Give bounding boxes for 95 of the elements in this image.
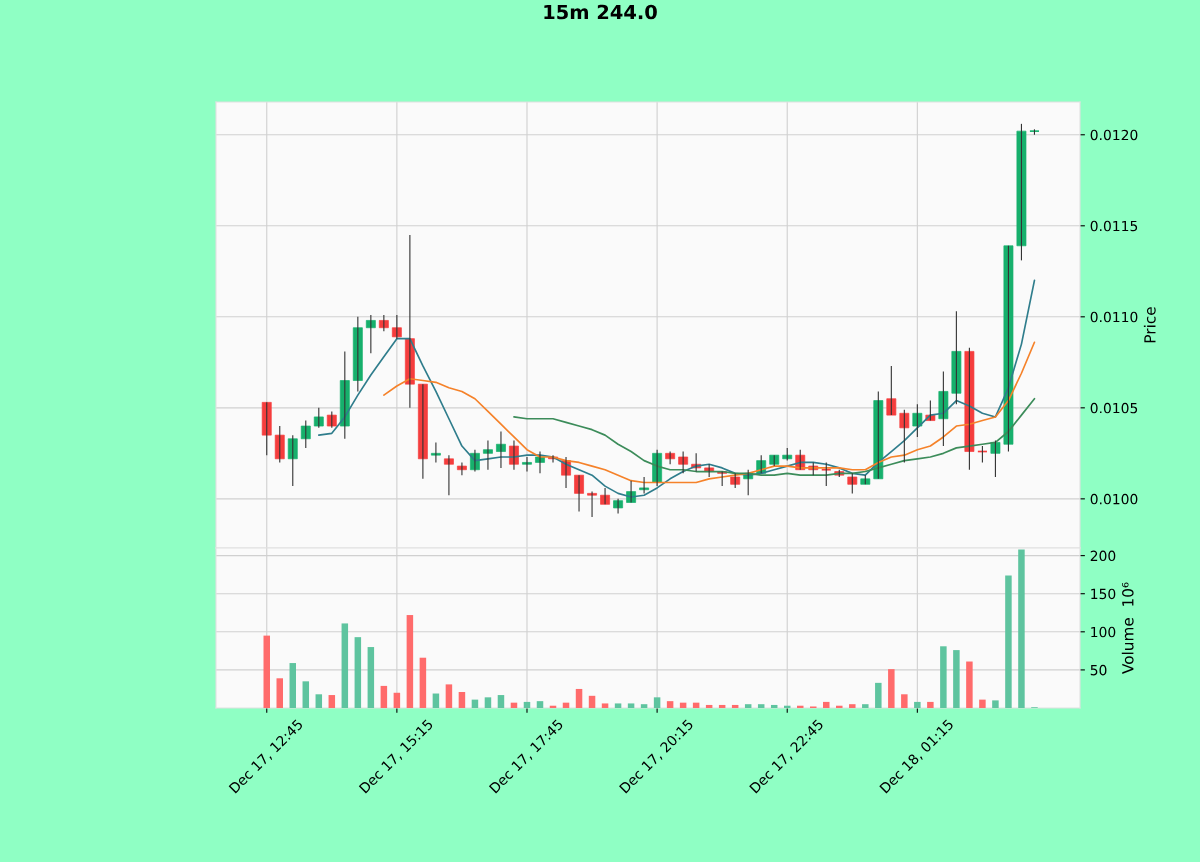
candlestick bbox=[352, 316, 363, 392]
candlestick bbox=[587, 491, 597, 518]
bar bbox=[888, 669, 895, 708]
y-tick-label: 0.0105 bbox=[1090, 402, 1138, 414]
candlestick bbox=[483, 440, 493, 471]
bar bbox=[705, 704, 713, 708]
bar bbox=[536, 701, 544, 708]
bar bbox=[1005, 575, 1012, 708]
bar bbox=[497, 695, 505, 708]
y-tick-label: 0.0100 bbox=[1090, 493, 1138, 505]
bar bbox=[315, 694, 323, 708]
bar bbox=[328, 695, 336, 708]
y-tick-label: 50 bbox=[1090, 664, 1107, 676]
candlestick bbox=[730, 472, 741, 489]
bar bbox=[836, 705, 843, 708]
bar bbox=[653, 697, 661, 708]
bar bbox=[406, 615, 414, 708]
bar bbox=[849, 704, 856, 708]
candlestick bbox=[261, 401, 272, 456]
bar bbox=[940, 646, 947, 708]
candlestick bbox=[912, 403, 923, 438]
bar bbox=[588, 695, 596, 708]
bar bbox=[823, 701, 830, 708]
y-tick-label: 0.0115 bbox=[1090, 220, 1138, 232]
candlestick bbox=[769, 454, 780, 467]
bar bbox=[953, 650, 960, 708]
bar bbox=[966, 661, 973, 708]
bar bbox=[731, 704, 739, 708]
bar bbox=[263, 635, 270, 708]
candlestick bbox=[990, 440, 1001, 478]
bar bbox=[458, 692, 466, 708]
y-axis-title: Volume 10⁶ bbox=[1121, 582, 1134, 674]
candlestick bbox=[444, 454, 454, 496]
candlestick bbox=[326, 410, 337, 429]
bar bbox=[757, 704, 765, 708]
line-series bbox=[383, 341, 1036, 484]
bar bbox=[341, 623, 349, 708]
bar bbox=[666, 701, 674, 708]
bar bbox=[718, 704, 726, 708]
y-axis-title: Price bbox=[1143, 307, 1156, 343]
y-tick-label: 150 bbox=[1091, 588, 1116, 600]
bar bbox=[627, 703, 635, 708]
bar bbox=[770, 704, 778, 708]
bar bbox=[419, 657, 427, 708]
bar bbox=[289, 663, 297, 708]
bar bbox=[992, 700, 999, 708]
bar bbox=[979, 699, 986, 708]
bar bbox=[484, 697, 492, 708]
candlestick bbox=[313, 407, 324, 429]
bar bbox=[276, 678, 284, 708]
chart-title: 15m 244.0 bbox=[544, 4, 657, 20]
candlestick bbox=[938, 370, 949, 447]
candlestick bbox=[1003, 245, 1014, 453]
candlestick bbox=[964, 347, 975, 471]
candlestick bbox=[886, 365, 897, 416]
bar bbox=[901, 694, 908, 708]
candlestick bbox=[951, 310, 962, 405]
candlestick bbox=[365, 314, 376, 354]
candlestick bbox=[431, 441, 441, 463]
bar bbox=[575, 688, 583, 708]
candlestick bbox=[899, 409, 910, 463]
bar bbox=[393, 692, 401, 708]
bar bbox=[862, 704, 869, 708]
bar bbox=[302, 681, 310, 708]
candlestick bbox=[522, 456, 532, 473]
candlestick bbox=[639, 476, 649, 494]
bar bbox=[1018, 549, 1025, 708]
bar bbox=[875, 682, 882, 708]
y-tick-label: 100 bbox=[1091, 626, 1116, 638]
bar bbox=[614, 703, 622, 708]
bar bbox=[523, 701, 531, 708]
bar bbox=[601, 703, 609, 708]
candlestick bbox=[873, 390, 884, 480]
bar bbox=[914, 701, 921, 708]
candlestick bbox=[300, 420, 311, 449]
candlestick bbox=[847, 472, 858, 494]
bar bbox=[445, 684, 453, 708]
candlestick bbox=[274, 425, 285, 463]
bar bbox=[927, 701, 934, 708]
candlestick bbox=[1016, 123, 1027, 261]
bar bbox=[640, 704, 648, 708]
candlestick bbox=[613, 498, 623, 514]
candlestick bbox=[820, 461, 832, 487]
y-tick-label: 0.0110 bbox=[1090, 311, 1138, 323]
candlestick bbox=[678, 450, 689, 474]
candlestick bbox=[457, 461, 467, 476]
bar bbox=[380, 685, 388, 708]
candlestick bbox=[860, 474, 871, 485]
bar bbox=[367, 647, 375, 708]
y-tick-label: 0.0120 bbox=[1090, 129, 1138, 141]
candlestick bbox=[287, 434, 298, 487]
y-tick-label: 200 bbox=[1090, 550, 1116, 562]
candlestick bbox=[1029, 128, 1040, 136]
bar bbox=[744, 704, 752, 708]
bar bbox=[354, 637, 362, 708]
